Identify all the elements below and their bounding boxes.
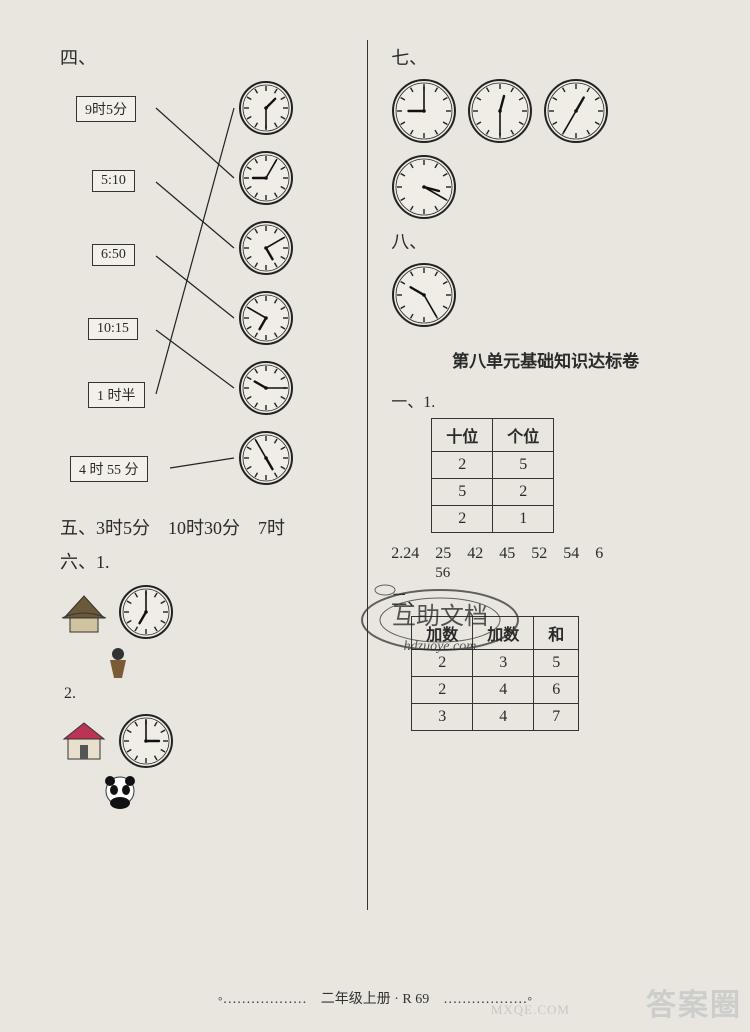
- page-footer: ◦……………… 二年级上册 · R 69 ………………◦: [0, 988, 750, 1008]
- matching-exercise: 9时5分 5:10 6:50 10:15 1 时半 4 时 55 分: [66, 78, 351, 498]
- svg-text:hdzuoye.com: hdzuoye.com: [404, 639, 477, 654]
- table-row: 246: [412, 677, 579, 704]
- clock-icon: [391, 262, 457, 328]
- clock-icon: [118, 713, 174, 769]
- clock-icon: [238, 360, 294, 416]
- watermark-corner: 答案圈: [646, 980, 742, 1024]
- story-row: [60, 713, 351, 769]
- table-row: 347: [412, 704, 579, 731]
- row-2-numbers: 2.24 25 42 45 52 54 6: [391, 539, 700, 563]
- watermark-stamp: 互助文档 hdzuoye.com: [350, 580, 530, 670]
- child-icon: [100, 644, 136, 680]
- table-header: 个位: [493, 419, 554, 452]
- left-column: 四、 9时5分 5:10 6:50 10:15 1 时半 4 时 55 分 五、…: [60, 40, 367, 920]
- clock-icon: [238, 150, 294, 206]
- clock-icon: [391, 78, 457, 144]
- clock-icon: [391, 154, 457, 220]
- svg-text:互助文档: 互助文档: [392, 603, 488, 630]
- section-four-label: 四、: [60, 44, 351, 70]
- section-eight-label: 八、: [391, 228, 700, 254]
- section-seven-label: 七、: [391, 44, 700, 70]
- table-header: 和: [534, 617, 579, 650]
- section-one-label: 一、1.: [391, 388, 700, 412]
- time-label: 9时5分: [76, 96, 136, 122]
- clock-icon: [238, 430, 294, 486]
- watermark-mx: MXQE.COM: [491, 1002, 570, 1018]
- unit-title: 第八单元基础知识达标卷: [391, 347, 700, 372]
- clock-icon: [238, 220, 294, 276]
- column-divider: [367, 40, 368, 910]
- time-label: 1 时半: [88, 382, 145, 408]
- clock-grid: [391, 78, 611, 220]
- house-icon: [60, 719, 108, 763]
- table-row: 25: [432, 452, 554, 479]
- story-row: [60, 584, 351, 640]
- time-label: 10:15: [88, 318, 138, 340]
- table-row: 21: [432, 506, 554, 533]
- clock-icon: [118, 584, 174, 640]
- table-row: 52: [432, 479, 554, 506]
- clock-icon: [467, 78, 533, 144]
- section-five-line: 五、3时5分 10时30分 7时: [60, 514, 351, 540]
- time-label: 6:50: [92, 244, 135, 266]
- clock-icon: [543, 78, 609, 144]
- clock-icon: [238, 80, 294, 136]
- time-label: 5:10: [92, 170, 135, 192]
- right-column: 七、 八、 第八单元基础知识达标卷 一、1. 十位 个位 25 52 21 2.…: [367, 40, 700, 920]
- table-header: 十位: [432, 419, 493, 452]
- place-value-table: 十位 个位 25 52 21: [431, 418, 554, 533]
- hut-icon: [60, 590, 108, 634]
- time-label: 4 时 55 分: [70, 456, 148, 482]
- matching-lines: [66, 78, 351, 498]
- clock-icon: [238, 290, 294, 346]
- section-six-label: 六、1.: [60, 548, 351, 574]
- panda-icon: [100, 773, 140, 811]
- story-2-label: 2.: [64, 685, 351, 703]
